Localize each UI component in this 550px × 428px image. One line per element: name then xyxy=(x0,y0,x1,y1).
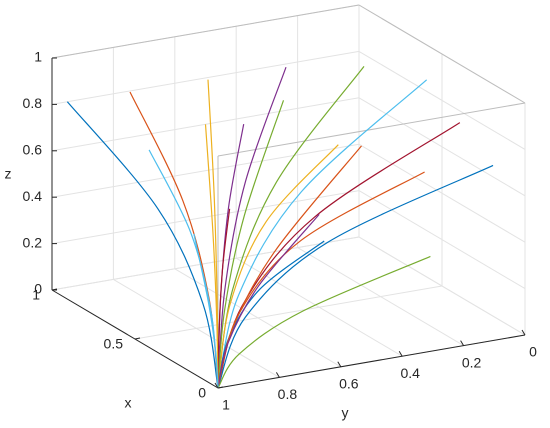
tick-mark xyxy=(275,372,280,378)
tick-mark xyxy=(337,361,342,368)
tick-mark xyxy=(460,340,465,346)
z-tick-label: 0 xyxy=(34,281,42,297)
curve xyxy=(217,240,325,389)
grid-line xyxy=(51,143,360,198)
curve xyxy=(217,100,285,389)
x-tick-label: 0 xyxy=(198,385,206,401)
grid-line xyxy=(358,50,526,150)
curve xyxy=(217,208,231,389)
x-tick-label: 0.5 xyxy=(104,336,124,352)
tick-mark xyxy=(134,337,141,340)
grid-line xyxy=(134,285,443,340)
y-axis-label: y xyxy=(342,405,349,421)
curve xyxy=(217,79,428,389)
grid-line xyxy=(358,143,526,243)
curve xyxy=(193,233,219,389)
grid-line xyxy=(51,236,360,291)
curve xyxy=(217,66,287,389)
curve xyxy=(204,124,219,389)
curve xyxy=(217,66,365,389)
box-edge xyxy=(217,102,526,157)
box-edge xyxy=(358,4,526,104)
tick-mark xyxy=(521,329,526,336)
grid-line xyxy=(51,97,360,152)
grid-line xyxy=(358,190,526,290)
z-tick-label: 0.6 xyxy=(23,142,43,158)
z-axis-label: z xyxy=(5,166,12,182)
grid-line xyxy=(51,50,360,105)
y-tick-label: 0.2 xyxy=(462,354,482,370)
tick-mark xyxy=(217,386,224,389)
x-axis-label: x xyxy=(125,395,132,411)
y-tick-label: 1 xyxy=(222,397,230,413)
grid-line xyxy=(358,236,526,336)
curve xyxy=(217,144,339,389)
curve xyxy=(148,149,219,389)
z-tick-label: 1 xyxy=(34,49,42,65)
y-tick-label: 0 xyxy=(529,344,537,360)
box-edge xyxy=(51,4,360,59)
grid-line xyxy=(174,268,342,368)
y-tick-label: 0.8 xyxy=(278,386,298,402)
grid-line xyxy=(113,278,280,378)
z-tick-label: 0.2 xyxy=(23,234,43,250)
curve xyxy=(217,255,431,389)
curve xyxy=(217,164,494,389)
z-tick-label: 0.4 xyxy=(23,188,43,204)
y-tick-label: 0.6 xyxy=(339,376,359,392)
grid-line xyxy=(235,257,403,357)
tick-mark xyxy=(398,350,403,357)
tick-mark xyxy=(214,382,219,389)
x-tick-label: 1 xyxy=(32,287,40,303)
curve xyxy=(66,101,219,389)
grid-line xyxy=(51,190,360,245)
z-tick-label: 0.8 xyxy=(23,95,43,111)
tick-mark xyxy=(51,288,58,291)
curve xyxy=(217,214,320,389)
y-tick-label: 0.4 xyxy=(400,365,420,381)
grid-line xyxy=(297,247,464,347)
y-axis-line xyxy=(217,334,526,389)
